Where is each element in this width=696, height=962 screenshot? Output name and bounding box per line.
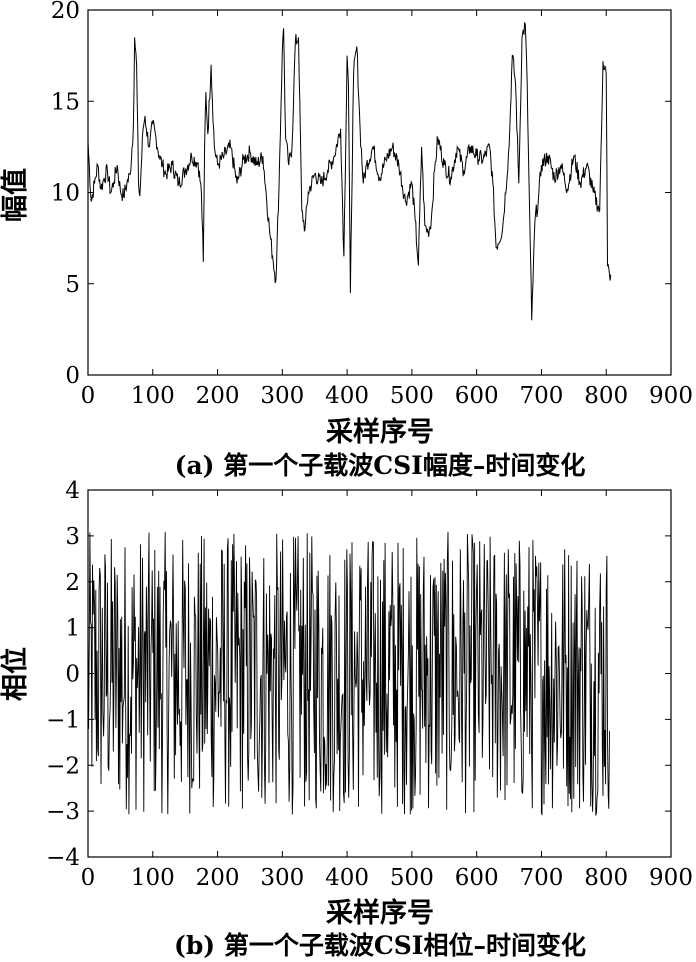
- plot-a-xtick-label: 700: [519, 383, 563, 409]
- plot-b-xtick-label: 600: [455, 865, 499, 891]
- plot-b-caption: (b) 第一个子载波CSI相位–时间变化: [174, 931, 586, 960]
- plot-a-xtick-label: 100: [131, 383, 175, 409]
- plot-a-xtick-label: 300: [260, 383, 304, 409]
- plot-b-ytick-label: −1: [46, 707, 80, 733]
- plot-a-ytick-label: 10: [51, 181, 80, 207]
- plot-a-ytick-label: 20: [51, 0, 80, 24]
- plot-b-ytick-label: −4: [46, 845, 80, 871]
- plot-a-ytick-label: 15: [51, 89, 80, 115]
- plot-a-frame: [87, 9, 672, 376]
- plot-b-ytick-label: 3: [65, 524, 80, 550]
- amplitude-series-line: [87, 22, 612, 321]
- plot-b-xtick-label: 500: [390, 865, 434, 891]
- plot-b-xtick-label: 700: [519, 865, 563, 891]
- plot-b-ytick-label: 0: [65, 662, 80, 688]
- plot-a-xtick-label: 900: [649, 383, 693, 409]
- plot-b-ylabel: 相位: [0, 647, 31, 701]
- plot-b-xtick-label: 800: [584, 865, 628, 891]
- phase-plot: 4 3 2 1 0 −1 −2 −3 −4 0 100 200 300 400 500 600 700 800 9…: [0, 478, 693, 960]
- plot-a-xtick-label: 0: [81, 383, 96, 409]
- phase-series-line: [87, 531, 610, 816]
- plot-a-yticks: 0 5 10 15 20: [51, 0, 671, 389]
- plot-a-ylabel: 幅值: [0, 168, 31, 222]
- plot-b-xtick-label: 0: [81, 865, 96, 891]
- plot-b-xticks: 0 100 200 300 400 500 600 700 800 900: [81, 490, 693, 891]
- plot-b-yticks: 4 3 2 1 0 −1 −2 −3 −4: [46, 478, 671, 871]
- plot-b-xtick-label: 300: [260, 865, 304, 891]
- plot-b-xlabel: 采样序号: [326, 897, 434, 929]
- plot-b-xtick-label: 900: [649, 865, 693, 891]
- plot-b-xtick-label: 200: [196, 865, 240, 891]
- plot-a-xtick-label: 800: [584, 383, 628, 409]
- plot-a-xticks: 0 100 200 300 400 500 600 700 800 900: [81, 10, 693, 409]
- plot-b-xtick-label: 100: [131, 865, 175, 891]
- plot-a-ytick-label: 5: [65, 272, 80, 298]
- plot-a-xlabel: 采样序号: [326, 416, 434, 448]
- plot-b-ytick-label: 2: [65, 570, 80, 596]
- plot-a-xtick-label: 500: [390, 383, 434, 409]
- plot-a-ytick-label: 0: [65, 363, 80, 389]
- plot-a-xtick-label: 600: [455, 383, 499, 409]
- plot-b-ytick-label: −2: [46, 753, 80, 779]
- plot-a-xtick-label: 400: [325, 383, 369, 409]
- plot-a-xtick-label: 200: [196, 383, 240, 409]
- plot-b-ytick-label: 1: [65, 616, 80, 642]
- plot-a-caption: (a) 第一个子载波CSI幅度–时间变化: [175, 451, 586, 480]
- plot-b-ytick-label: −3: [46, 799, 80, 825]
- plot-b-ytick-label: 4: [65, 478, 80, 504]
- amplitude-plot: 0 5 10 15 20 0 100 200 300 400 500 600 700 800 900 幅值…: [0, 0, 693, 480]
- plot-b-xtick-label: 400: [325, 865, 369, 891]
